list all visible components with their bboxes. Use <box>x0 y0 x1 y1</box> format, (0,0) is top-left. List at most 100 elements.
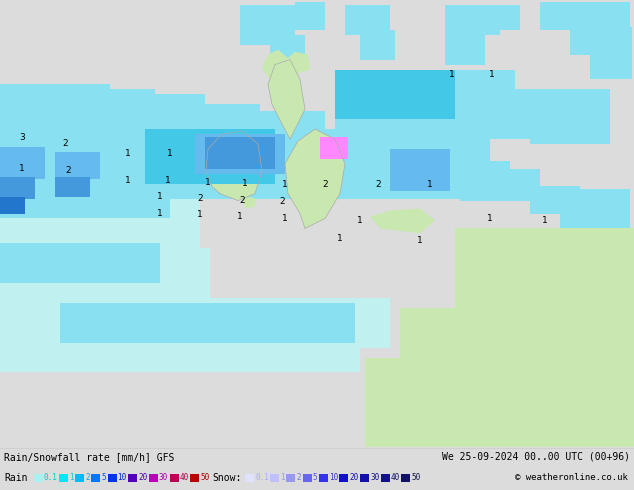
Bar <box>540 2 630 30</box>
Text: 3: 3 <box>19 132 25 142</box>
Bar <box>105 89 155 159</box>
Bar <box>455 228 634 447</box>
Text: 2: 2 <box>322 180 328 189</box>
Text: Snow:: Snow: <box>212 473 242 483</box>
Bar <box>0 248 210 303</box>
Text: 1: 1 <box>542 216 548 225</box>
Bar <box>320 141 342 159</box>
Bar <box>295 2 325 30</box>
Bar <box>190 474 200 483</box>
Text: 2: 2 <box>279 197 285 206</box>
Bar <box>149 474 158 483</box>
Bar <box>105 157 145 179</box>
Text: 1: 1 <box>69 473 74 483</box>
Text: 1: 1 <box>237 212 243 221</box>
Bar <box>0 147 45 179</box>
Polygon shape <box>268 60 305 139</box>
Polygon shape <box>262 49 290 79</box>
Text: 0.1: 0.1 <box>255 473 269 483</box>
Text: 30: 30 <box>159 473 168 483</box>
Bar <box>500 169 540 200</box>
Text: 40: 40 <box>179 473 189 483</box>
Text: 10: 10 <box>117 473 127 483</box>
Text: 50: 50 <box>411 473 421 483</box>
Bar <box>287 474 295 483</box>
Text: 1: 1 <box>19 164 25 173</box>
Bar <box>0 244 160 283</box>
Text: We 25-09-2024 00..00 UTC (00+96): We 25-09-2024 00..00 UTC (00+96) <box>442 452 630 462</box>
Bar <box>195 104 260 169</box>
Bar <box>108 474 117 483</box>
Text: 2: 2 <box>375 180 381 189</box>
Bar <box>0 196 25 214</box>
Text: 2: 2 <box>62 140 68 148</box>
Bar <box>0 343 360 372</box>
Bar <box>55 177 90 196</box>
Text: 50: 50 <box>200 473 210 483</box>
Bar <box>75 474 84 483</box>
Text: 1: 1 <box>167 149 173 158</box>
Text: 1: 1 <box>282 214 288 223</box>
Text: Rain: Rain <box>4 473 27 483</box>
Text: 10: 10 <box>328 473 338 483</box>
Text: 1: 1 <box>125 149 131 158</box>
Bar <box>255 111 325 171</box>
Bar <box>440 159 478 191</box>
Text: 1: 1 <box>157 192 163 201</box>
Bar <box>100 136 450 191</box>
Bar <box>401 474 410 483</box>
Text: © weatheronline.co.uk: © weatheronline.co.uk <box>515 473 628 483</box>
Text: 5: 5 <box>313 473 317 483</box>
Bar <box>460 161 510 200</box>
Bar <box>205 137 275 169</box>
Text: 1: 1 <box>489 70 495 79</box>
Text: 1: 1 <box>205 178 211 187</box>
Polygon shape <box>285 129 345 228</box>
Bar <box>60 474 68 483</box>
Bar <box>145 129 275 184</box>
Bar <box>270 474 280 483</box>
Bar <box>400 308 460 447</box>
Polygon shape <box>242 196 256 209</box>
Bar <box>0 144 170 219</box>
Text: 1: 1 <box>427 180 433 189</box>
Bar <box>170 474 179 483</box>
Bar <box>395 151 450 189</box>
Bar <box>360 474 369 483</box>
Bar <box>100 310 300 340</box>
Text: 30: 30 <box>370 473 379 483</box>
Bar <box>60 129 490 198</box>
Bar <box>560 189 630 228</box>
Bar <box>302 474 311 483</box>
Bar <box>445 33 485 65</box>
Text: 1: 1 <box>280 473 285 483</box>
Bar <box>460 89 560 139</box>
Bar <box>150 161 195 181</box>
Text: 1: 1 <box>337 234 343 243</box>
Bar <box>490 5 520 30</box>
Bar <box>590 51 632 79</box>
Bar <box>55 152 100 179</box>
Bar <box>60 303 355 343</box>
Text: 1: 1 <box>125 176 131 185</box>
Bar <box>445 5 500 35</box>
Text: 20: 20 <box>349 473 359 483</box>
Bar <box>381 474 390 483</box>
Text: 2: 2 <box>297 473 301 483</box>
Bar <box>335 70 455 119</box>
Bar <box>319 474 328 483</box>
Text: 1: 1 <box>417 236 423 245</box>
Text: 2: 2 <box>65 166 71 175</box>
Polygon shape <box>286 51 310 74</box>
Bar <box>570 27 632 54</box>
Bar <box>360 30 395 60</box>
Text: 1: 1 <box>357 216 363 225</box>
Bar <box>195 134 285 174</box>
Bar <box>345 5 390 35</box>
Bar <box>240 5 295 45</box>
Bar <box>530 89 610 144</box>
Bar <box>55 84 110 154</box>
Polygon shape <box>206 131 262 200</box>
Bar <box>320 137 348 159</box>
Bar <box>335 70 515 139</box>
